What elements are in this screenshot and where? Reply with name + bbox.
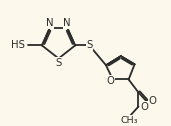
Text: O: O (141, 102, 149, 112)
Text: S: S (55, 58, 62, 68)
Text: O: O (106, 75, 114, 86)
Text: N: N (63, 18, 71, 28)
Text: O: O (148, 96, 156, 106)
Text: S: S (87, 40, 93, 50)
Text: CH₃: CH₃ (120, 116, 138, 125)
Text: HS: HS (11, 40, 25, 51)
Text: N: N (46, 18, 54, 28)
